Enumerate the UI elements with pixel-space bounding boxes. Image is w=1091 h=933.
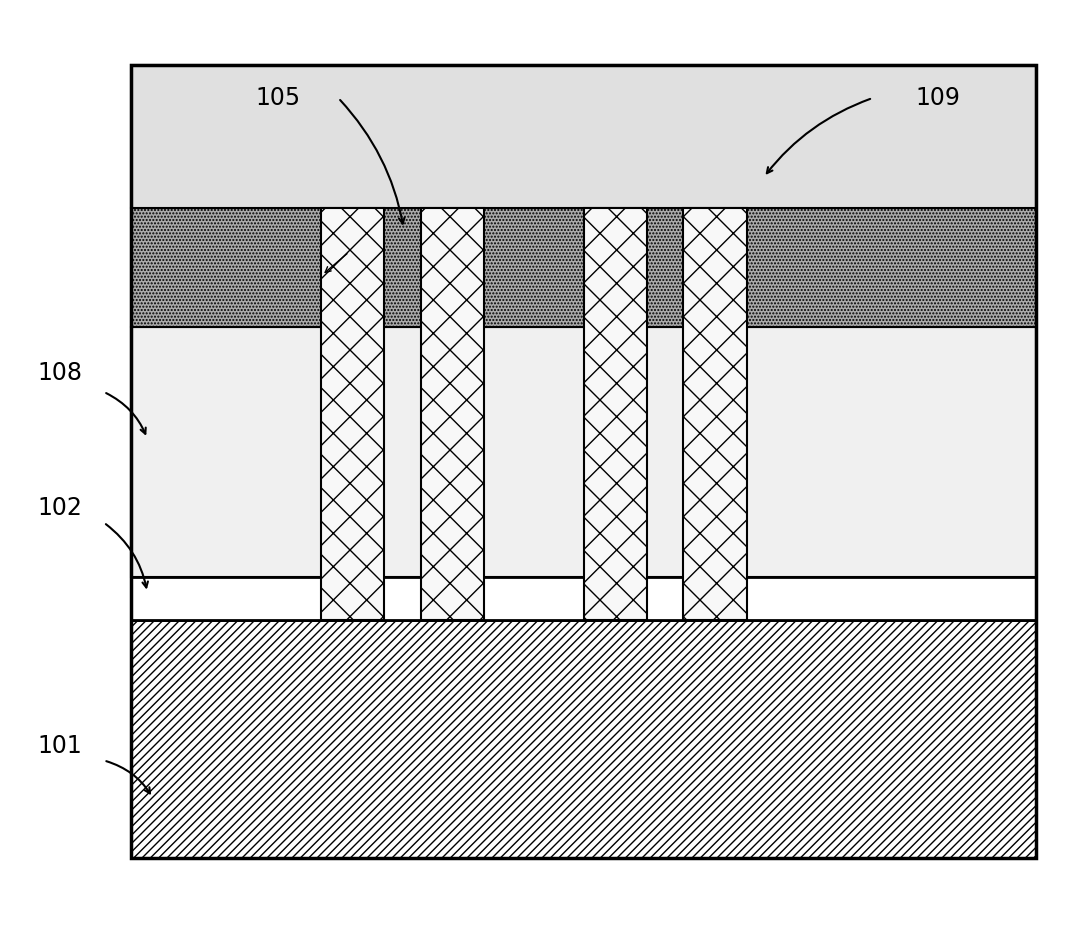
Bar: [131, 65, 1036, 858]
Bar: [131, 208, 1036, 327]
Text: 101: 101: [37, 734, 83, 759]
Text: 109: 109: [915, 86, 961, 110]
Bar: [131, 327, 1036, 577]
Bar: [131, 577, 1036, 620]
Bar: [584, 208, 647, 620]
Text: 102: 102: [37, 496, 83, 521]
Text: 105: 105: [255, 86, 301, 110]
Bar: [321, 208, 384, 620]
Bar: [131, 620, 1036, 858]
Bar: [683, 208, 746, 620]
Bar: [421, 208, 484, 620]
Bar: [131, 65, 1036, 208]
Text: 108: 108: [37, 361, 83, 385]
